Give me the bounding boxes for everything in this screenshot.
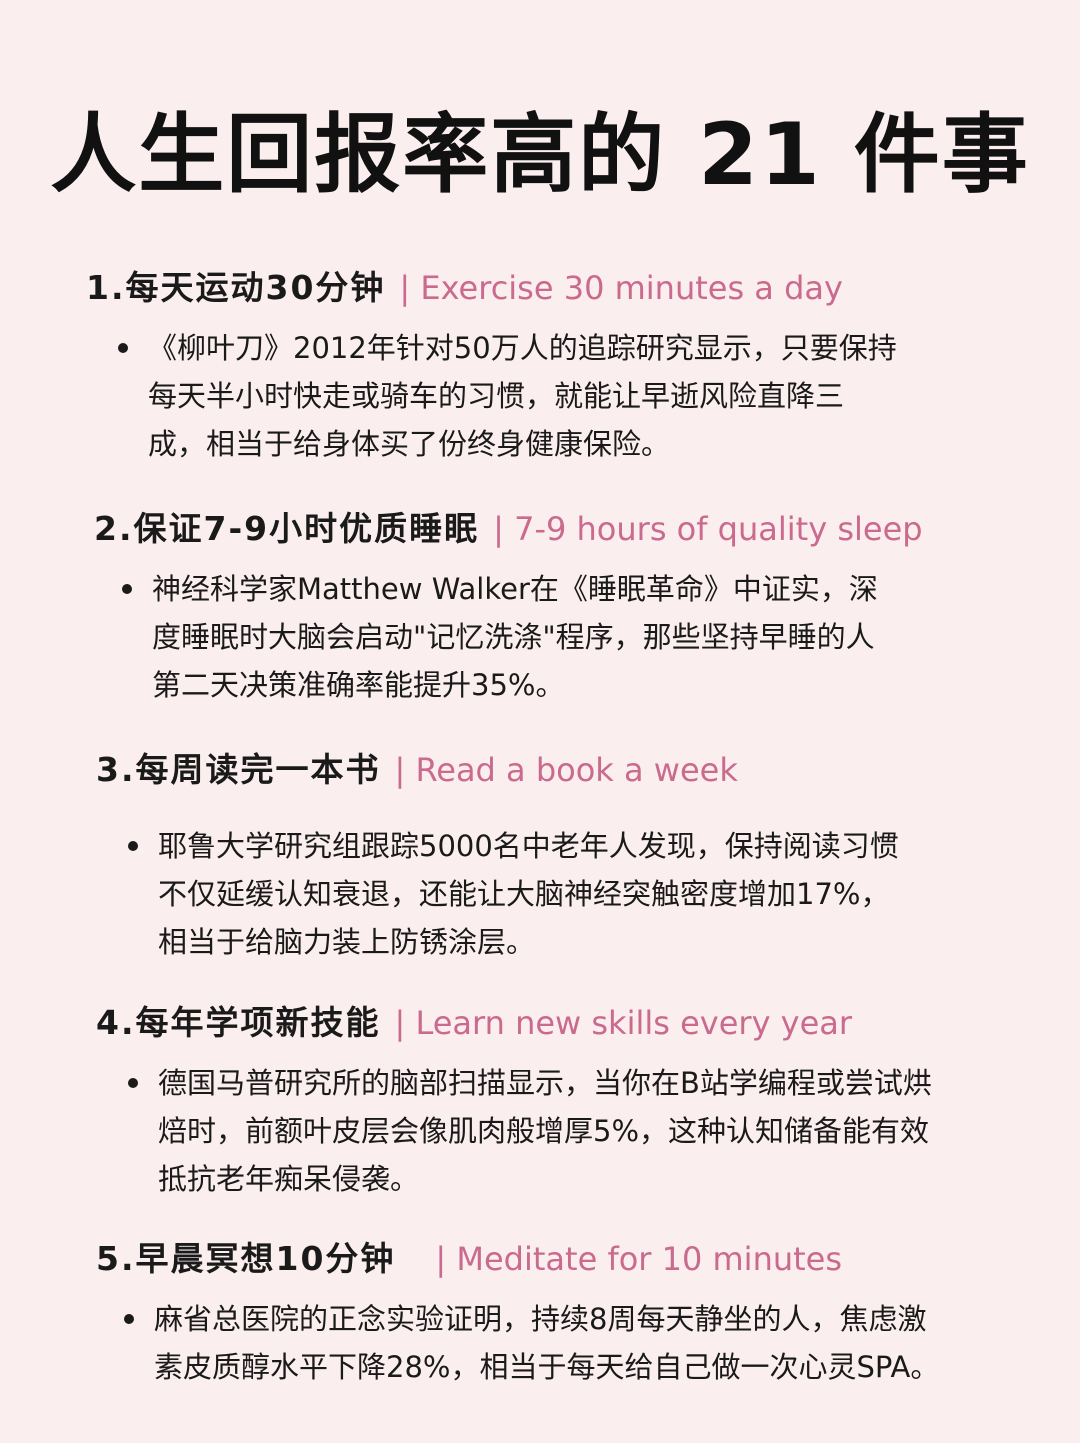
- bullet-dot-icon: [122, 584, 132, 594]
- bullet-item: 耶鲁大学研究组跟踪5000名中老年人发现，保持阅读习惯 不仅延缓认知衰退，还能让…: [96, 822, 1016, 966]
- page-title: 人生回报率高的 21 件事: [50, 105, 1030, 205]
- text-line: 不仅延缓认知衰退，还能让大脑神经突触密度增加17%，: [158, 877, 890, 911]
- heading-chinese: 4.每年学项新技能: [96, 1003, 381, 1042]
- text-line: 麻省总医院的正念实验证明，持续8周每天静坐的人，焦虑激: [154, 1302, 927, 1336]
- bullet-dot-icon: [128, 1078, 138, 1088]
- bullet-dot-icon: [118, 343, 128, 353]
- bullet-text: 麻省总医院的正念实验证明，持续8周每天静坐的人，焦虑激 素皮质醇水平下降28%，…: [154, 1295, 974, 1391]
- section-5: 5.早晨冥想10分钟 | Meditate for 10 minutes 麻省总…: [96, 1237, 1016, 1391]
- heading-chinese: 5.早晨冥想10分钟: [96, 1239, 396, 1278]
- section-heading: 3.每周读完一本书 | Read a book a week: [96, 748, 1016, 792]
- section-4: 4.每年学项新技能 | Learn new skills every year …: [96, 1001, 1016, 1203]
- section-1: 1.每天运动30分钟 | Exercise 30 minutes a day 《…: [86, 266, 1006, 468]
- heading-english: | Read a book a week: [394, 751, 738, 789]
- bullet-item: 麻省总医院的正念实验证明，持续8周每天静坐的人，焦虑激 素皮质醇水平下降28%，…: [96, 1295, 1016, 1391]
- section-heading: 1.每天运动30分钟 | Exercise 30 minutes a day: [86, 266, 1006, 310]
- text-line: 神经科学家Matthew Walker在《睡眠革命》中证实，深: [152, 572, 878, 606]
- bullet-item: 德国马普研究所的脑部扫描显示，当你在B站学编程或尝试烘 焙时，前额叶皮层会像肌肉…: [96, 1059, 1016, 1203]
- text-line: 成，相当于给身体买了份终身健康保险。: [148, 427, 671, 461]
- section-heading: 2.保证7-9小时优质睡眠 | 7-9 hours of quality sle…: [94, 507, 1014, 551]
- text-line: 焙时，前额叶皮层会像肌肉般增厚5%，这种认知储备能有效: [158, 1114, 930, 1148]
- text-line: 德国马普研究所的脑部扫描显示，当你在B站学编程或尝试烘: [158, 1066, 932, 1100]
- section-heading: 5.早晨冥想10分钟 | Meditate for 10 minutes: [96, 1237, 1016, 1281]
- bullet-dot-icon: [128, 841, 138, 851]
- text-line: 抵抗老年痴呆侵袭。: [158, 1162, 420, 1196]
- text-line: 第二天决策准确率能提升35%。: [152, 668, 565, 702]
- bullet-text: 耶鲁大学研究组跟踪5000名中老年人发现，保持阅读习惯 不仅延缓认知衰退，还能让…: [158, 822, 978, 966]
- heading-chinese: 2.保证7-9小时优质睡眠: [94, 509, 480, 548]
- text-line: 度睡眠时大脑会启动"记忆洗涤"程序，那些坚持早睡的人: [152, 620, 875, 654]
- section-2: 2.保证7-9小时优质睡眠 | 7-9 hours of quality sle…: [94, 507, 1014, 709]
- heading-chinese: 1.每天运动30分钟: [86, 268, 386, 307]
- heading-english: | 7-9 hours of quality sleep: [493, 510, 923, 548]
- bullet-dot-icon: [124, 1314, 134, 1324]
- text-line: 相当于给脑力装上防锈涂层。: [158, 925, 536, 959]
- text-line: 每天半小时快走或骑车的习惯，就能让早逝风险直降三: [148, 379, 845, 413]
- heading-english: | Meditate for 10 minutes: [435, 1240, 843, 1278]
- heading-chinese: 3.每周读完一本书: [96, 750, 381, 789]
- text-line: 耶鲁大学研究组跟踪5000名中老年人发现，保持阅读习惯: [158, 829, 899, 863]
- heading-english: | Learn new skills every year: [394, 1004, 853, 1042]
- heading-english: | Exercise 30 minutes a day: [399, 269, 843, 307]
- bullet-text: 神经科学家Matthew Walker在《睡眠革命》中证实，深 度睡眠时大脑会启…: [152, 565, 972, 709]
- bullet-item: 《柳叶刀》2012年针对50万人的追踪研究显示，只要保持 每天半小时快走或骑车的…: [86, 324, 1006, 468]
- section-3: 3.每周读完一本书 | Read a book a week 耶鲁大学研究组跟踪…: [96, 748, 1016, 966]
- bullet-item: 神经科学家Matthew Walker在《睡眠革命》中证实，深 度睡眠时大脑会启…: [94, 565, 1014, 709]
- section-heading: 4.每年学项新技能 | Learn new skills every year: [96, 1001, 1016, 1045]
- text-line: 素皮质醇水平下降28%，相当于每天给自己做一次心灵SPA。: [154, 1350, 940, 1384]
- bullet-text: 《柳叶刀》2012年针对50万人的追踪研究显示，只要保持 每天半小时快走或骑车的…: [148, 324, 968, 468]
- text-line: 《柳叶刀》2012年针对50万人的追踪研究显示，只要保持: [148, 331, 897, 365]
- bullet-text: 德国马普研究所的脑部扫描显示，当你在B站学编程或尝试烘 焙时，前额叶皮层会像肌肉…: [158, 1059, 978, 1203]
